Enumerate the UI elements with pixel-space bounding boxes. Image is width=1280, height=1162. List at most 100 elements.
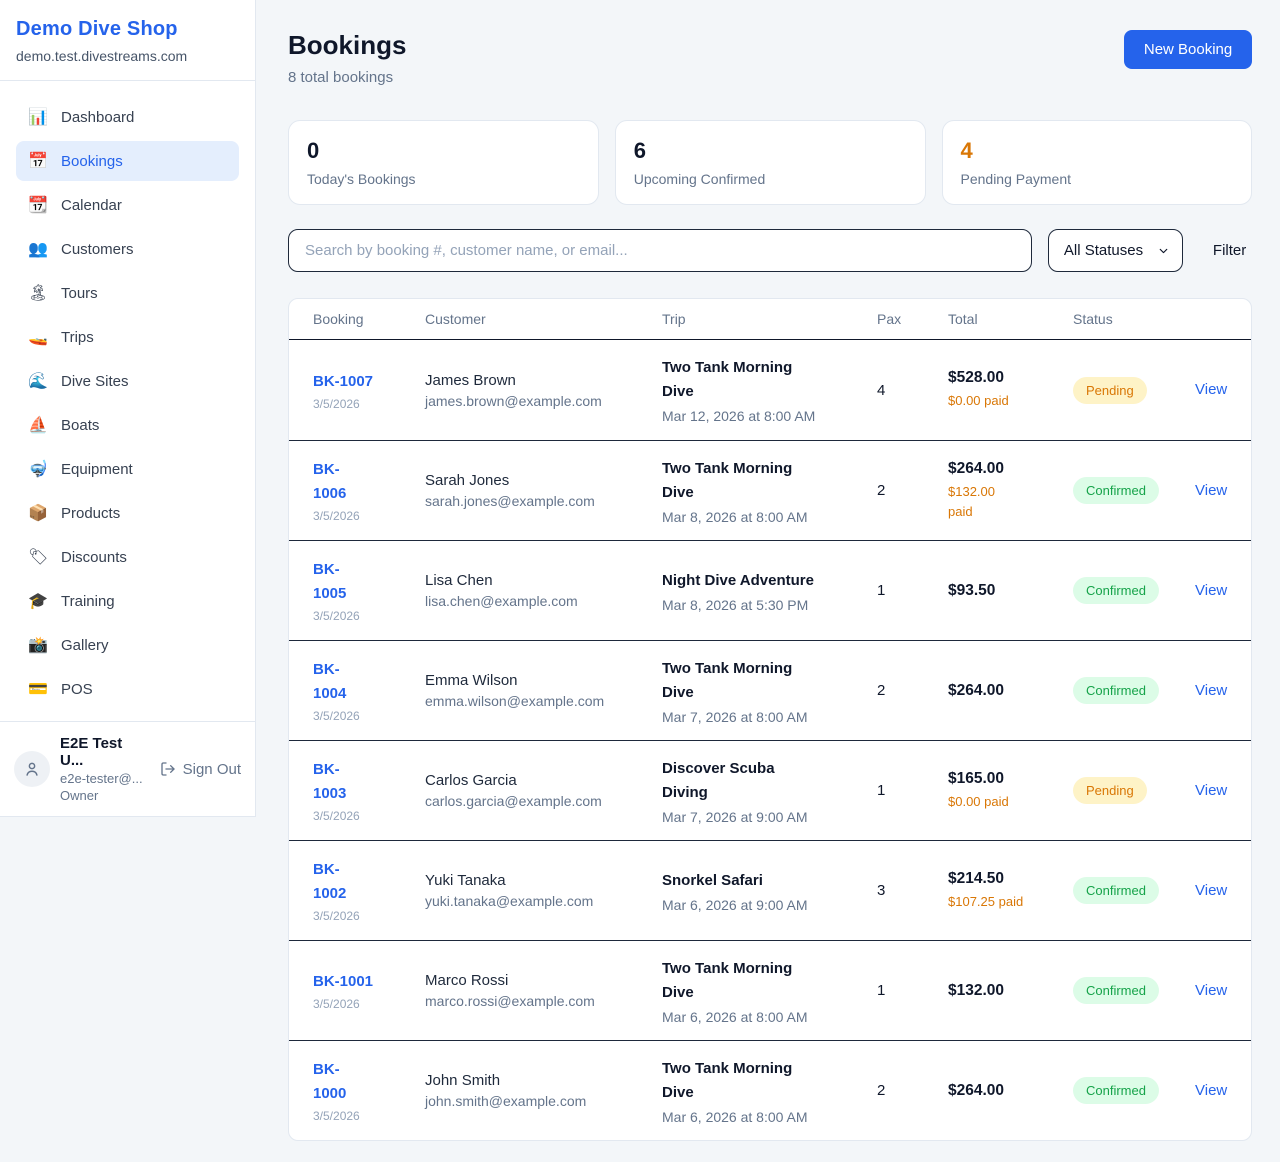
customer-cell: Carlos Garcia carlos.garcia@example.com bbox=[425, 772, 662, 809]
view-link[interactable]: View bbox=[1195, 481, 1228, 499]
sidebar-user-footer: E2E Test U... e2e-tester@... Owner Sign … bbox=[0, 721, 255, 816]
column-header-status: Status bbox=[1073, 311, 1113, 327]
customer-name: Carlos Garcia bbox=[425, 772, 517, 789]
trip-cell: Night Dive Adventure Mar 8, 2026 at 5:30… bbox=[662, 569, 877, 613]
view-link[interactable]: View bbox=[1195, 381, 1228, 398]
sidebar-item-boats[interactable]: ⛵ Boats bbox=[28, 416, 100, 435]
trip-name: Two Tank Morning Dive bbox=[662, 1059, 793, 1101]
customer-cell: Lisa Chen lisa.chen@example.com bbox=[425, 572, 662, 609]
booking-cell: BK- 1005 3/5/2026 bbox=[313, 558, 425, 623]
sidebar-item-discounts[interactable]: 🏷 Discounts bbox=[28, 548, 127, 567]
sidebar-item-dive-sites[interactable]: 🌊 Dive Sites bbox=[28, 372, 129, 391]
sidebar-item-pos[interactable]: 💳 POS bbox=[28, 680, 93, 699]
status-cell: Confirmed bbox=[1073, 977, 1195, 1004]
amount-paid: $0.00 paid bbox=[948, 393, 1009, 409]
booking-date: 3/5/2026 bbox=[313, 709, 360, 723]
status-cell: Pending bbox=[1073, 777, 1195, 804]
booking-id-link[interactable]: BK- 1002 bbox=[313, 861, 347, 902]
total-amount: $165.00 bbox=[948, 769, 1005, 787]
status-filter-wrap: All Statuses bbox=[1047, 229, 1183, 272]
credit-card-icon: 💳 bbox=[28, 681, 48, 698]
view-link[interactable]: View bbox=[1195, 781, 1228, 799]
main-content: Bookings 8 total bookings New Booking 0 … bbox=[256, 0, 1280, 1162]
status-filter-select[interactable]: All Statuses bbox=[1047, 229, 1183, 272]
table-row: BK- 1003 3/5/2026 Carlos Garcia carlos.g… bbox=[289, 740, 1252, 840]
sidebar-item-training[interactable]: 🎓 Training bbox=[28, 592, 115, 611]
customer-cell: Sarah Jones sarah.jones@example.com bbox=[425, 472, 662, 509]
actions-cell: View bbox=[1195, 582, 1227, 600]
customer-cell: Yuki Tanaka yuki.tanaka@example.com bbox=[425, 872, 662, 909]
user-meta: E2E Test U... e2e-tester@... Owner bbox=[60, 735, 150, 803]
booking-cell: BK- 1004 3/5/2026 bbox=[313, 658, 425, 723]
diving-mask-icon: 🤿 bbox=[28, 461, 48, 478]
stat-card-todays-bookings: 0 Today's Bookings bbox=[288, 120, 599, 205]
status-badge: Confirmed bbox=[1073, 1077, 1159, 1104]
view-link[interactable]: View bbox=[1195, 881, 1228, 899]
booking-id-link[interactable]: BK-1007 bbox=[313, 372, 374, 390]
booking-id-link[interactable]: BK- 1006 bbox=[313, 461, 347, 502]
sign-out-button[interactable]: Sign Out bbox=[160, 761, 241, 778]
filter-button[interactable]: Filter bbox=[1212, 242, 1247, 259]
stat-value: 4 bbox=[960, 138, 973, 163]
trip-cell: Two Tank Morning Dive Mar 8, 2026 at 8:0… bbox=[662, 457, 877, 525]
table-row: BK-1007 3/5/2026 James Brown james.brown… bbox=[289, 340, 1251, 440]
status-badge: Confirmed bbox=[1073, 977, 1159, 1004]
pax-count: 2 bbox=[877, 1082, 886, 1099]
view-link[interactable]: View bbox=[1195, 581, 1228, 599]
sidebar-item-customers[interactable]: 👥 Customers bbox=[28, 240, 134, 259]
new-booking-button[interactable]: New Booking bbox=[1123, 30, 1253, 69]
actions-cell: View bbox=[1195, 882, 1227, 900]
user-name: E2E Test U... bbox=[60, 735, 123, 769]
booking-cell: BK- 1003 3/5/2026 bbox=[313, 758, 425, 823]
pax-count: 2 bbox=[877, 482, 886, 499]
booking-id-link[interactable]: BK- 1003 bbox=[313, 761, 347, 802]
table-row: BK- 1006 3/5/2026 Sarah Jones sarah.jone… bbox=[289, 440, 1252, 540]
view-link[interactable]: View bbox=[1195, 1081, 1228, 1099]
total-amount: $214.50 bbox=[948, 869, 1005, 887]
customer-name: Yuki Tanaka bbox=[425, 872, 506, 889]
stat-label: Upcoming Confirmed bbox=[633, 171, 766, 187]
total-amount: $93.50 bbox=[948, 581, 996, 599]
page-title-block: Bookings 8 total bookings bbox=[288, 30, 406, 86]
booking-id-link[interactable]: BK- 1000 bbox=[313, 1061, 347, 1102]
view-link[interactable]: View bbox=[1195, 681, 1228, 699]
booking-id-link[interactable]: BK- 1005 bbox=[313, 561, 347, 602]
total-amount: $528.00 bbox=[948, 369, 1005, 387]
booking-id-link[interactable]: BK-1001 bbox=[313, 973, 374, 990]
sidebar-item-gallery[interactable]: 📸 Gallery bbox=[28, 636, 109, 655]
sidebar-item-trips[interactable]: 🚤 Trips bbox=[28, 328, 94, 347]
trip-datetime: Mar 7, 2026 at 9:00 AM bbox=[662, 808, 808, 825]
sidebar-item-calendar[interactable]: 📆 Calendar bbox=[28, 196, 122, 215]
status-cell: Confirmed bbox=[1073, 877, 1195, 904]
pax-count: 1 bbox=[877, 982, 886, 999]
sailboat-icon: ⛵ bbox=[28, 417, 48, 434]
trip-name: Two Tank Morning Dive bbox=[662, 959, 793, 1001]
pax-count: 4 bbox=[877, 381, 886, 399]
sidebar-item-bookings[interactable]: 📅 Bookings bbox=[16, 141, 239, 181]
sidebar-item-equipment[interactable]: 🤿 Equipment bbox=[28, 460, 133, 479]
pax-count: 3 bbox=[877, 882, 886, 899]
user-email: e2e-tester@... bbox=[60, 771, 143, 786]
sidebar-item-tours[interactable]: 🏝 Tours bbox=[28, 284, 98, 303]
user-role: Owner bbox=[60, 788, 99, 803]
booking-date: 3/5/2026 bbox=[313, 809, 360, 823]
search-input[interactable] bbox=[288, 229, 1032, 272]
tear-off-calendar-icon: 📆 bbox=[28, 197, 48, 214]
avatar bbox=[14, 751, 50, 787]
view-link[interactable]: View bbox=[1195, 981, 1228, 999]
table-header-row: Booking Customer Trip Pax Total Status bbox=[289, 299, 1252, 340]
island-icon: 🏝 bbox=[28, 285, 49, 302]
booking-id-link[interactable]: BK- 1004 bbox=[313, 661, 347, 702]
sidebar-item-dashboard[interactable]: 📊 Dashboard bbox=[28, 108, 135, 127]
total-cell: $528.00 $0.00 paid bbox=[948, 369, 1073, 411]
booking-cell: BK-1001 3/5/2026 bbox=[313, 970, 425, 1011]
column-header-total: Total bbox=[948, 311, 978, 327]
trip-cell: Discover Scuba Diving Mar 7, 2026 at 9:0… bbox=[662, 757, 877, 825]
people-icon: 👥 bbox=[28, 241, 48, 258]
stat-card-pending-payment: 4 Pending Payment bbox=[941, 120, 1253, 205]
trip-name: Night Dive Adventure bbox=[662, 571, 814, 589]
sidebar-nav: 📊 Dashboard 📅 Bookings 📆 Calendar 👥 Cust… bbox=[0, 81, 255, 721]
customer-cell: John Smith john.smith@example.com bbox=[425, 1072, 662, 1109]
sidebar-item-products[interactable]: 📦 Products bbox=[28, 504, 121, 523]
